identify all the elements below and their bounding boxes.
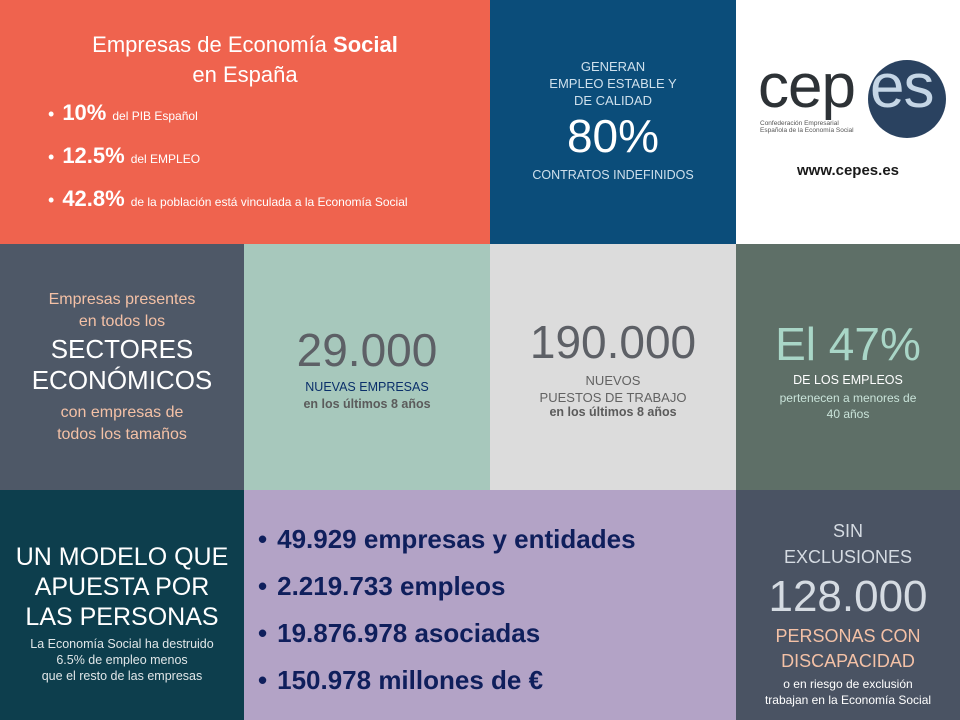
young-label: DE LOS EMPLEOS bbox=[793, 373, 903, 387]
model-headline: UN MODELO QUE APUESTA POR LAS PERSONAS bbox=[15, 543, 229, 631]
bullet-icon: • bbox=[48, 104, 55, 124]
sectors-headline: SECTORES ECONÓMICOS bbox=[31, 334, 213, 395]
companies-value: 29.000 bbox=[296, 324, 438, 376]
jobs-period: en los últimos 8 años bbox=[549, 405, 677, 419]
inclusion-detail: o en riesgo de exclusión trabajan en la … bbox=[764, 677, 932, 707]
stable-heading: GENERAN EMPLEO ESTABLE Y DE CALIDAD bbox=[549, 59, 677, 108]
tile-cepes-logo: cep es Confederación Empresarial Español… bbox=[736, 0, 960, 244]
hero-title: Empresas de Economía Social en España bbox=[92, 32, 398, 87]
website-link[interactable]: www.cepes.es bbox=[797, 162, 899, 179]
inclusion-value: 128.000 bbox=[768, 572, 928, 621]
companies-period: en los últimos 8 años bbox=[303, 397, 431, 411]
logo-caption: Confederación Empresarial Española de la… bbox=[760, 120, 854, 134]
tile-economic-sectors: Empresas presentes en todos los SECTORES… bbox=[0, 244, 244, 490]
list-item: • 19.876.978 asociadas bbox=[258, 618, 541, 648]
list-item: • 12.5% del EMPLEO bbox=[48, 143, 201, 168]
bullet-icon: • bbox=[258, 665, 268, 695]
list-item: • 150.978 millones de € bbox=[258, 665, 544, 695]
bullet-icon: • bbox=[258, 571, 268, 601]
logo-wordmark-cep: cep bbox=[758, 52, 856, 121]
list-item: • 2.219.733 empleos bbox=[258, 571, 506, 601]
stable-percentage: 80% bbox=[566, 110, 660, 162]
hero-stats-list: • 10% del PIB Español • 12.5% del EMPLEO… bbox=[48, 100, 408, 229]
sectors-intro: Empresas presentes en todos los bbox=[48, 291, 196, 330]
tile-new-companies: 29.000 NUEVAS EMPRESAS en los últimos 8 … bbox=[244, 244, 490, 490]
sectors-outro: con empresas de todos los tamaños bbox=[57, 404, 187, 443]
young-value: El 47% bbox=[775, 318, 921, 370]
inclusion-heading: SIN EXCLUSIONES bbox=[783, 521, 913, 567]
cepes-logo: cep es Confederación Empresarial Español… bbox=[758, 56, 948, 140]
figures-list: • 49.929 empresas y entidades • 2.219.733 … bbox=[258, 516, 636, 704]
bullet-icon: • bbox=[48, 147, 55, 167]
tile-stable-employment: GENERAN EMPLEO ESTABLE Y DE CALIDAD 80% … bbox=[490, 0, 736, 244]
tile-key-figures: • 49.929 empresas y entidades • 2.219.733 … bbox=[244, 490, 736, 720]
model-description: La Economía Social ha destruido 6.5% de … bbox=[30, 637, 214, 683]
companies-label: NUEVAS EMPRESAS bbox=[305, 380, 429, 394]
tile-inclusion: SIN EXCLUSIONES 128.000 PERSONAS CON DIS… bbox=[736, 490, 960, 720]
tile-new-jobs: 190.000 NUEVOS PUESTOS DE TRABAJO en los… bbox=[490, 244, 736, 490]
list-item: • 10% del PIB Español bbox=[48, 100, 198, 125]
tile-people-model: UN MODELO QUE APUESTA POR LAS PERSONAS L… bbox=[0, 490, 244, 720]
jobs-label: NUEVOS PUESTOS DE TRABAJO bbox=[539, 373, 687, 405]
bullet-icon: • bbox=[258, 618, 268, 648]
tile-young-employment: El 47% DE LOS EMPLEOS pertenecen a menor… bbox=[736, 244, 960, 490]
stable-caption: CONTRATOS INDEFINIDOS bbox=[532, 168, 694, 182]
jobs-value: 190.000 bbox=[529, 316, 697, 368]
young-detail: pertenecen a menores de 40 años bbox=[779, 391, 917, 421]
bullet-icon: • bbox=[48, 190, 55, 210]
bullet-icon: • bbox=[258, 524, 268, 554]
inclusion-label: PERSONAS CON DISCAPACIDAD bbox=[775, 626, 921, 671]
list-item: • 49.929 empresas y entidades bbox=[258, 524, 636, 554]
tile-social-economy-overview: Empresas de Economía Social en España • … bbox=[0, 0, 490, 244]
list-item: • 42.8% de la población está vinculada a… bbox=[48, 186, 408, 211]
logo-circle-icon bbox=[868, 60, 946, 138]
logo-wordmark-es: es bbox=[870, 52, 934, 121]
